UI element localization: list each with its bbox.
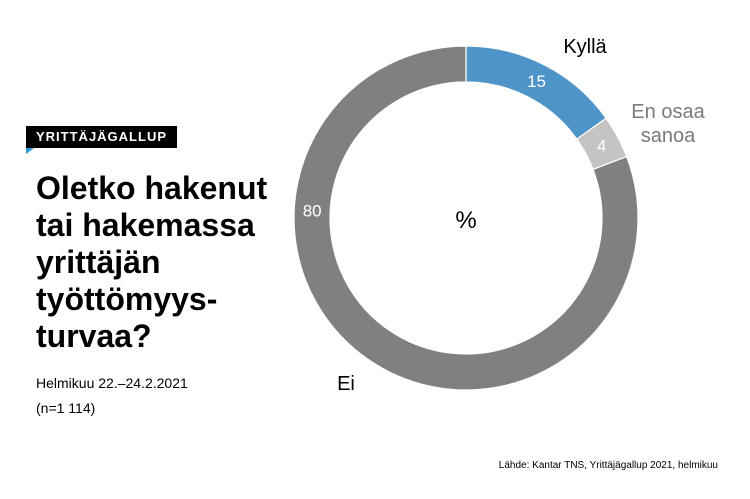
sample-size: (n=1 114) (36, 400, 96, 416)
slice-value-1: 4 (597, 136, 606, 155)
slice-value-0: 15 (527, 72, 546, 91)
slice-label-2: Ei (337, 373, 355, 395)
slice-2 (293, 45, 639, 391)
slice-label-0: Kyllä (563, 36, 607, 58)
question-title: Oletko hakenut tai hakemassa yrittäjän t… (36, 170, 268, 354)
badge-accent (26, 148, 34, 154)
slice-0 (465, 45, 607, 140)
center-label: % (455, 207, 476, 234)
survey-date: Helmikuu 22.–24.2.2021 (36, 375, 188, 391)
slice-label-1: En osaa sanoa (631, 101, 705, 147)
donut-slices (293, 45, 639, 391)
source-note: Lähde: Kantar TNS, Yrittäjägallup 2021, … (498, 460, 718, 471)
donut-labels: 15 Kyllä 4 En osaa sanoa 80 Ei (303, 36, 706, 395)
survey-badge: YRITTÄJÄGALLUP (26, 126, 177, 148)
slice-value-2: 80 (303, 202, 322, 221)
